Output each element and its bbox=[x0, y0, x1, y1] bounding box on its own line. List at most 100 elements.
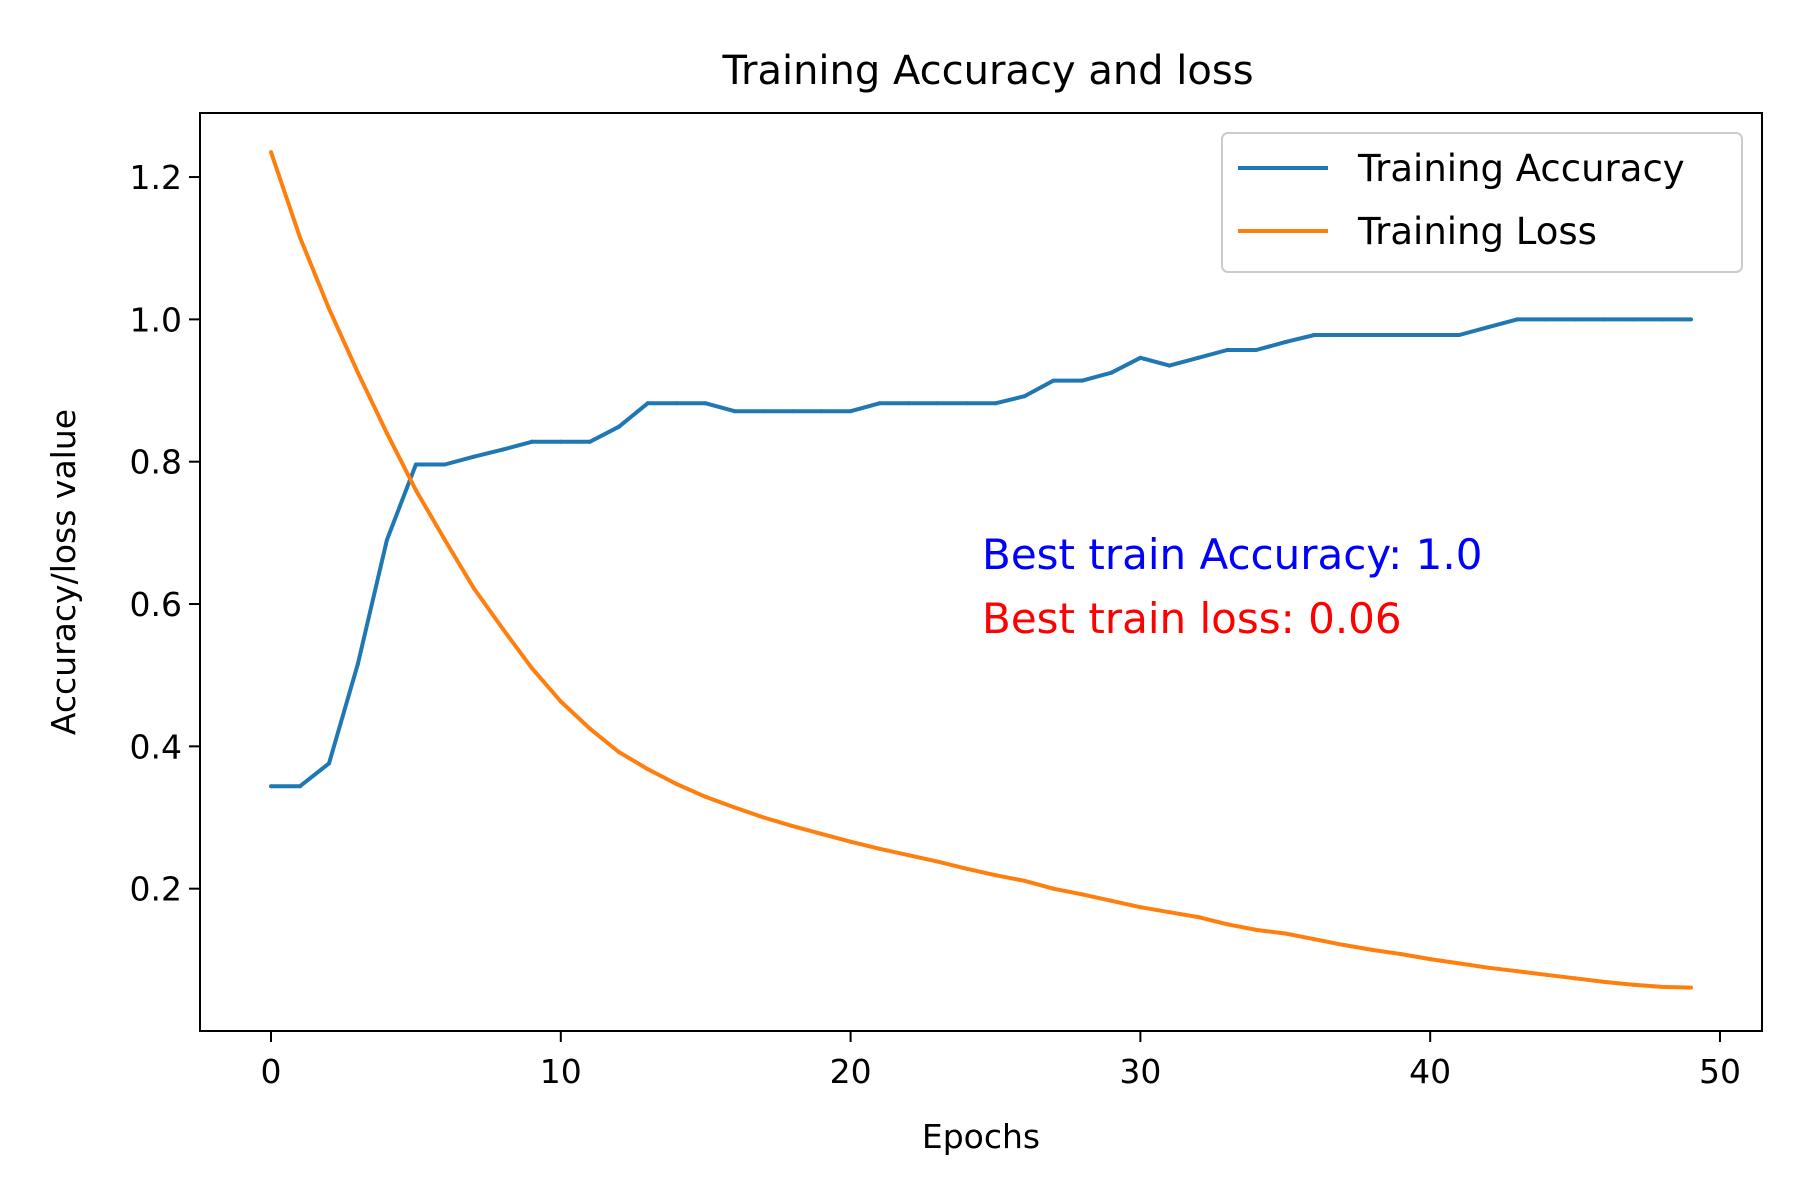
series-1-point bbox=[761, 815, 766, 820]
series-1-point bbox=[1138, 905, 1143, 910]
x-axis-label: Epochs bbox=[922, 1117, 1040, 1156]
series-0-point bbox=[1370, 333, 1375, 337]
series-1-point bbox=[1022, 878, 1027, 883]
series-0-point bbox=[1109, 370, 1114, 375]
series-line-1 bbox=[269, 151, 1692, 990]
series-0-point bbox=[1602, 317, 1607, 322]
x-ticks: 0 10 20 30 40 50 bbox=[261, 1031, 1741, 1091]
series-0-point bbox=[819, 409, 824, 414]
series-0-point bbox=[1080, 378, 1085, 383]
series-1-point bbox=[500, 626, 505, 631]
series-0-point bbox=[1428, 333, 1433, 337]
series-1-point bbox=[1660, 984, 1664, 989]
series-1-point bbox=[1080, 892, 1085, 897]
series-0-point bbox=[1486, 325, 1491, 330]
series-0-point bbox=[413, 462, 418, 467]
y-tick-label: 0.6 bbox=[130, 585, 182, 624]
series-0-point bbox=[471, 454, 476, 459]
series-0-point bbox=[1544, 317, 1549, 322]
series-0-point bbox=[442, 462, 447, 467]
series-1-point bbox=[1544, 972, 1549, 977]
series-0-point bbox=[1631, 317, 1635, 322]
series-1-point bbox=[442, 538, 447, 542]
series-1-point bbox=[1196, 915, 1201, 920]
series-1-point bbox=[413, 488, 418, 493]
series-0-point bbox=[732, 409, 737, 414]
series-0-point bbox=[1254, 348, 1259, 352]
series-0-point bbox=[1138, 355, 1143, 360]
x-tick-label: 40 bbox=[1409, 1052, 1451, 1091]
series-0-point bbox=[1167, 363, 1172, 368]
y-axis-label: Accuracy/loss value bbox=[44, 409, 83, 735]
series-1-point bbox=[529, 666, 534, 671]
series-0-point bbox=[1312, 333, 1317, 337]
y-tick-label: 0.8 bbox=[130, 443, 182, 482]
series-1-point bbox=[1631, 982, 1635, 987]
series-1-point bbox=[616, 750, 621, 754]
series-0-point bbox=[1051, 378, 1056, 383]
series-0-point bbox=[1225, 348, 1230, 352]
series-0-point bbox=[1283, 340, 1288, 345]
series-1-point bbox=[327, 306, 331, 311]
series-1-point bbox=[1051, 886, 1056, 891]
series-1-point bbox=[877, 846, 882, 851]
series-1-point bbox=[935, 859, 940, 864]
series-1-point bbox=[1312, 937, 1317, 942]
series-1-point bbox=[848, 839, 853, 844]
x-tick-label: 30 bbox=[1119, 1052, 1161, 1091]
series-1-point bbox=[1109, 898, 1114, 903]
series-0-point bbox=[877, 401, 882, 406]
series-1-point bbox=[1428, 957, 1433, 962]
series-1-point bbox=[1602, 979, 1607, 984]
series-0-point bbox=[355, 661, 360, 666]
series-0-point bbox=[298, 784, 302, 789]
series-0-point bbox=[645, 401, 650, 406]
series-0-point bbox=[790, 409, 795, 414]
series-1-point bbox=[269, 150, 273, 155]
series-0-point bbox=[1341, 333, 1346, 337]
annotation-best-loss: Best train loss: 0.06 bbox=[982, 594, 1402, 643]
series-1-point bbox=[587, 726, 592, 731]
series-1-point bbox=[1254, 927, 1259, 932]
series-1-point bbox=[906, 853, 911, 858]
series-0-point bbox=[1022, 394, 1027, 399]
series-0-point bbox=[906, 401, 911, 406]
series-1-point bbox=[355, 370, 360, 375]
series-0-point bbox=[703, 401, 708, 406]
series-1-point bbox=[384, 431, 389, 436]
x-tick-label: 50 bbox=[1699, 1052, 1741, 1091]
y-tick-label: 0.2 bbox=[130, 870, 182, 909]
series-0-point bbox=[848, 409, 853, 414]
series-0-point bbox=[1515, 317, 1520, 322]
y-tick-label: 0.4 bbox=[130, 727, 182, 766]
series-0-point bbox=[616, 424, 621, 429]
plot-series bbox=[269, 150, 1693, 990]
series-1-point bbox=[1370, 947, 1375, 952]
legend: Training Accuracy Training Loss bbox=[1221, 132, 1743, 273]
series-1-point bbox=[703, 794, 708, 799]
series-0-point bbox=[384, 538, 389, 542]
series-0-point bbox=[269, 784, 273, 789]
legend-label-accuracy: Training Accuracy bbox=[1357, 147, 1685, 190]
series-line-0 bbox=[271, 317, 1691, 789]
x-tick-label: 20 bbox=[830, 1052, 872, 1091]
series-0-point bbox=[500, 447, 505, 452]
series-1-point bbox=[1341, 942, 1346, 947]
series-0-point bbox=[1196, 355, 1201, 360]
chart-title: Training Accuracy and loss bbox=[721, 48, 1253, 94]
series-1-point bbox=[732, 805, 737, 810]
series-0-point bbox=[935, 401, 940, 406]
series-0-point bbox=[1457, 333, 1462, 337]
annotation-best-accuracy: Best train Accuracy: 1.0 bbox=[982, 530, 1482, 579]
series-1-point bbox=[1225, 922, 1230, 927]
series-0-point bbox=[964, 401, 969, 406]
series-1-point bbox=[558, 699, 563, 704]
series-0-point bbox=[1573, 317, 1578, 322]
x-tick-label: 10 bbox=[540, 1052, 582, 1091]
series-1-point bbox=[471, 586, 476, 591]
series-0-point bbox=[1399, 333, 1404, 337]
series-0-point bbox=[761, 409, 766, 414]
series-0-point bbox=[1660, 317, 1664, 322]
legend-label-loss: Training Loss bbox=[1357, 210, 1597, 253]
